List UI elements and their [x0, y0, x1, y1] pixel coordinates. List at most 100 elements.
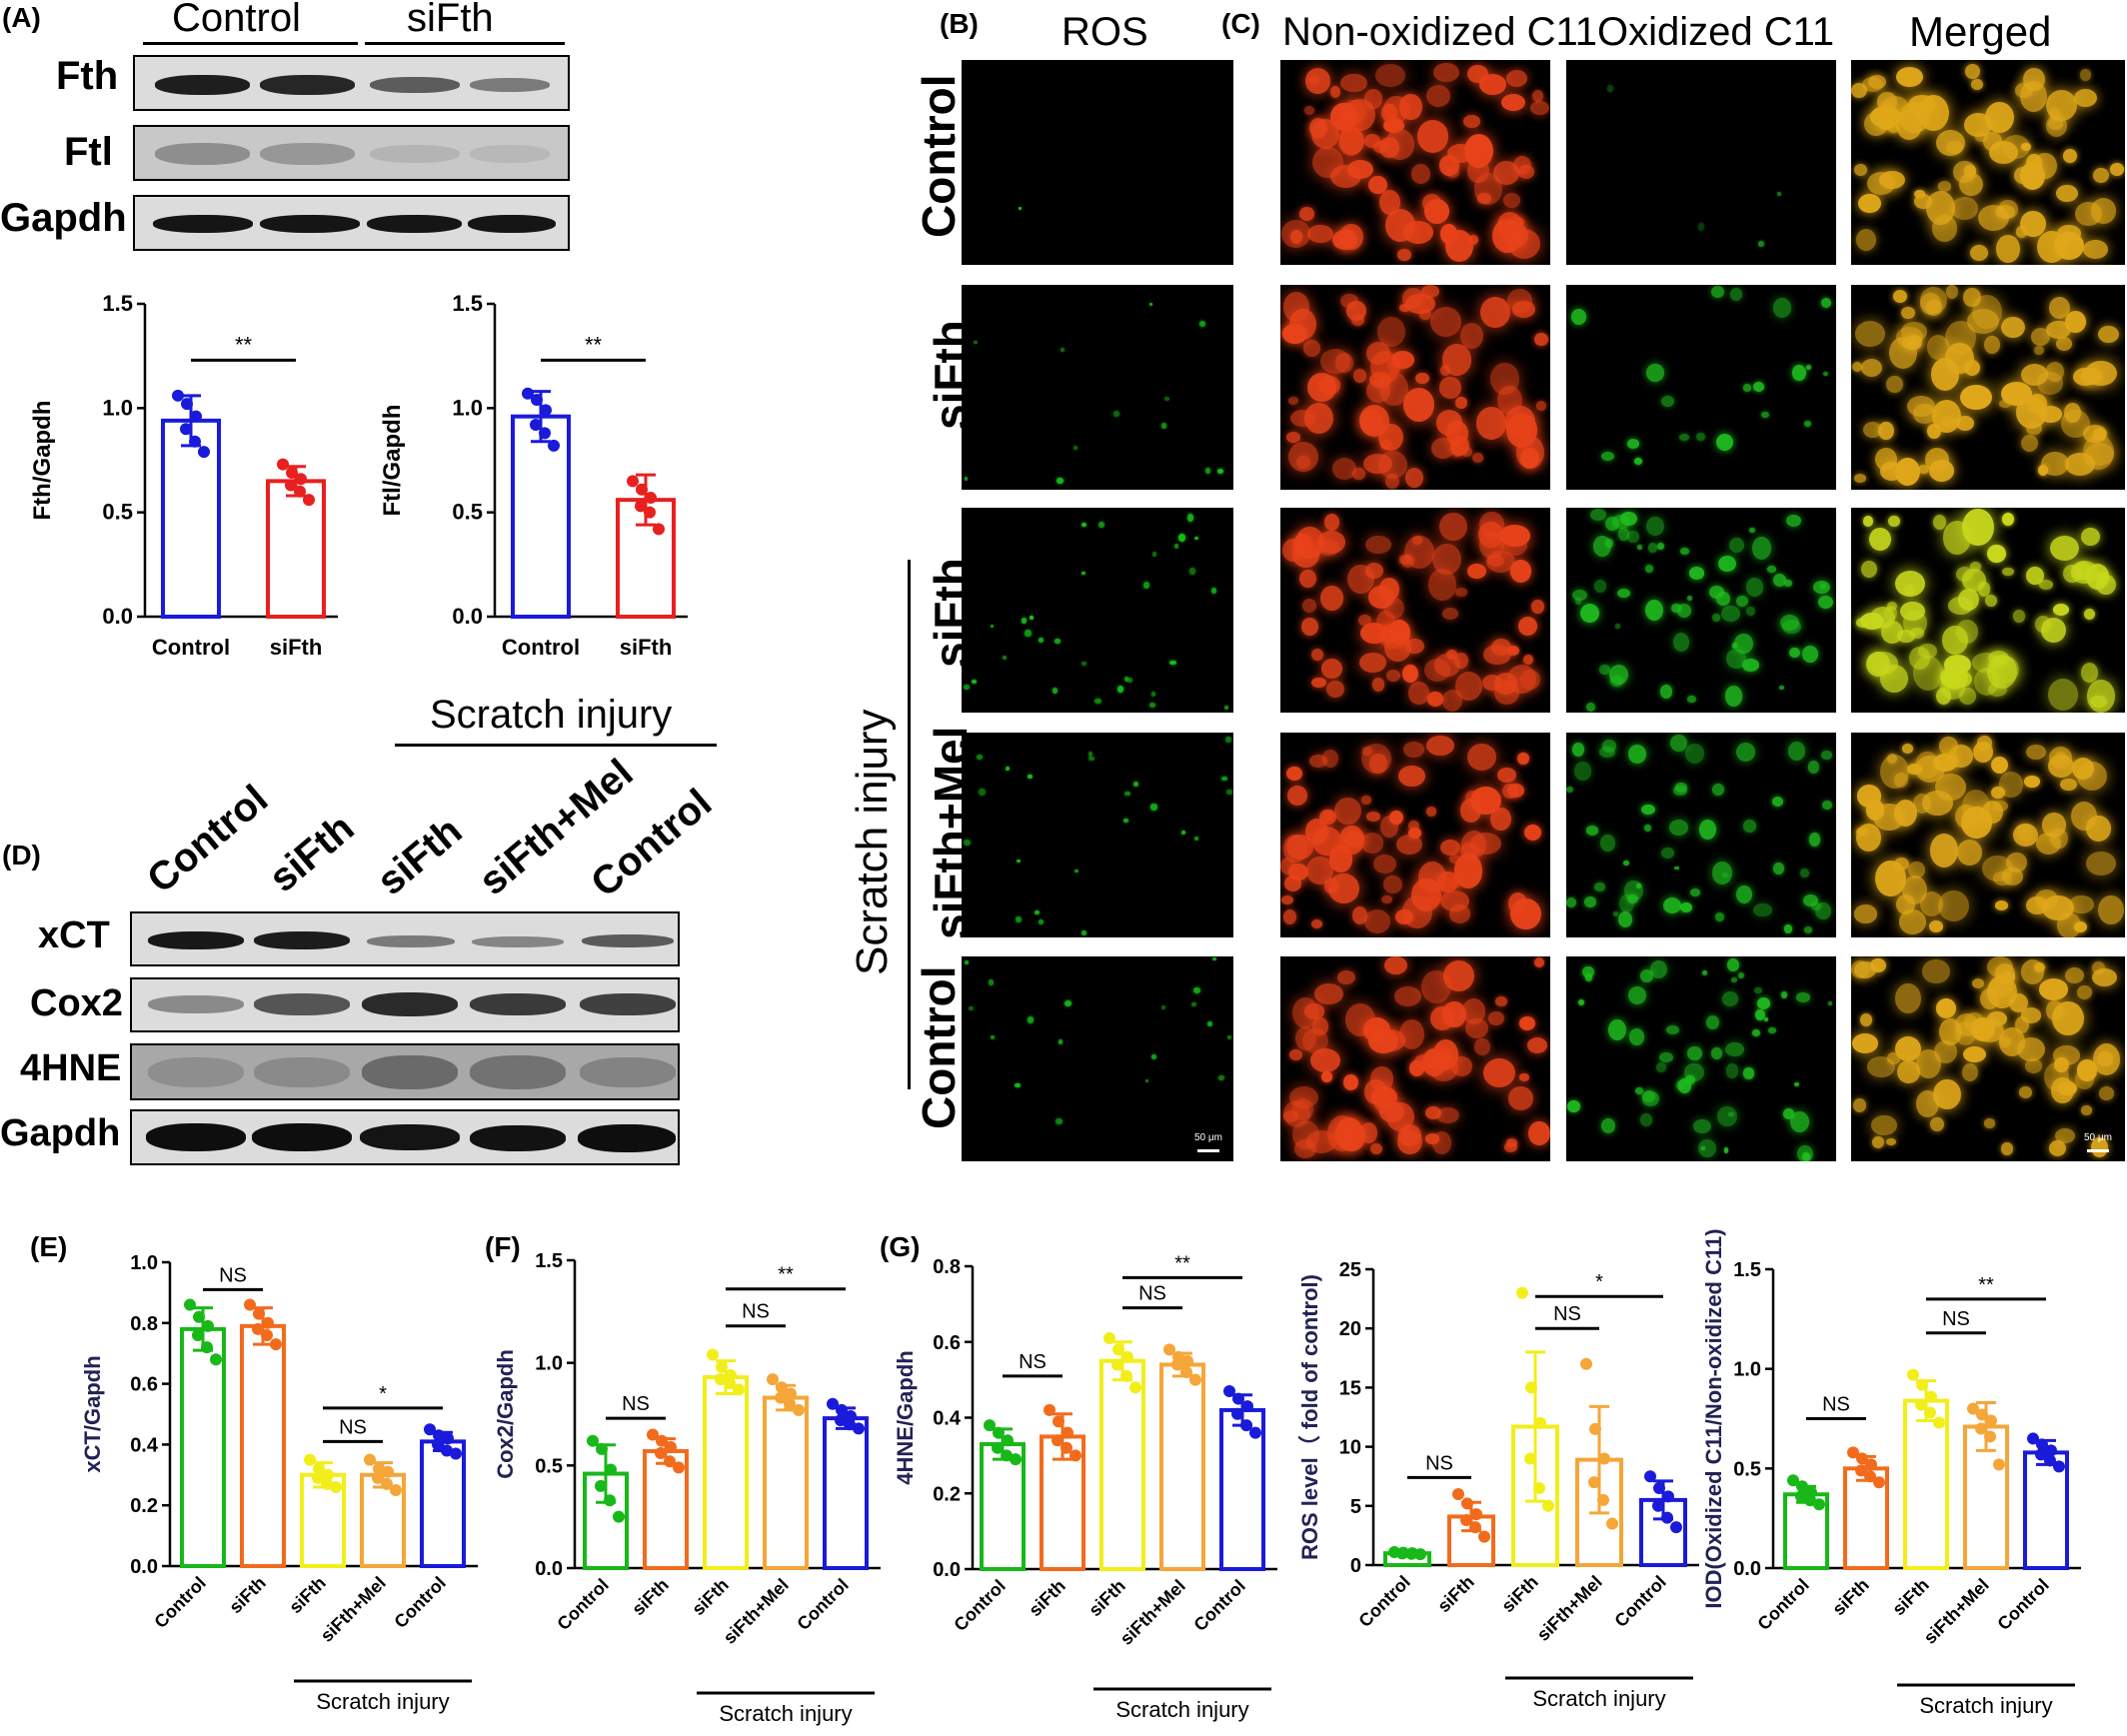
chart-ros-category-3: siFth+Mel [1533, 1572, 1606, 1645]
chart-e-point-0-2 [202, 1319, 214, 1332]
chart-ros-ytick-label: 5 [1350, 1496, 1361, 1518]
chart-g-point-4-0 [1223, 1384, 1235, 1397]
chart-a1-category-0: Control [152, 635, 230, 660]
chart-a1-point-0-1 [181, 398, 193, 411]
chart-ros-point-4-3 [1652, 1499, 1664, 1512]
image-merged-sifth [1851, 285, 2125, 490]
chart-g-category-1: siFth [1025, 1576, 1069, 1621]
chart-e-point-2-5 [330, 1480, 342, 1493]
chart-ros-point-4-1 [1653, 1482, 1665, 1495]
chart-a2-ytick-label: 1.5 [452, 291, 483, 316]
chart-e-point-4-2 [442, 1432, 454, 1445]
image-ros-sifth [962, 285, 1233, 490]
chart-ros-category-0: Control [1354, 1572, 1413, 1631]
chart-e-point-3-1 [373, 1462, 385, 1475]
chart-iod-point-1-1 [1856, 1452, 1868, 1465]
chart-iod-sig-label-0: NS [1822, 1394, 1850, 1416]
chart-g-point-0-5 [1010, 1453, 1022, 1466]
chart-ros-ytick-label: 15 [1339, 1377, 1361, 1399]
header-oxidized: Oxidized C11 [1597, 10, 1835, 54]
chart-ros-point-4-5 [1670, 1521, 1682, 1534]
chart-iod-ytick-label: 1.5 [1733, 1259, 1761, 1281]
chart-e-point-2-1 [313, 1462, 325, 1475]
chart-iod-point-4-2 [2045, 1444, 2057, 1457]
chart-iod-category-4: Control [1993, 1575, 2052, 1634]
chart-e-point-0-3 [192, 1328, 204, 1341]
chart-f-category-2: siFth [688, 1575, 733, 1620]
blot-d-4hne-strip [130, 1043, 680, 1100]
chart-a2-point-0-5 [548, 439, 560, 452]
chart-f-ytick-label: 1.5 [535, 1250, 563, 1272]
chart-e-ytick-label: 0.2 [130, 1495, 158, 1517]
chart-iod-point-2-1 [1916, 1378, 1928, 1391]
chart-e-point-4-1 [433, 1429, 445, 1442]
chart-g-sig-label-1: NS [1138, 1283, 1166, 1305]
blot-a-group-control: Control [172, 0, 301, 40]
chart-iod-point-4-1 [2036, 1438, 2048, 1451]
chart-ros-point-1-3 [1460, 1514, 1472, 1527]
chart-e-point-3-2 [382, 1465, 394, 1478]
image-merged-control-scratch [1851, 956, 2125, 1161]
chart-f-point-2-0 [707, 1348, 719, 1361]
chart-a2-point-1-1 [636, 483, 648, 496]
chart-e-point-4-3 [432, 1438, 444, 1451]
chart-f-point-1-3 [655, 1447, 667, 1460]
chart-iod-category-3: siFth+Mel [1920, 1575, 1993, 1648]
chart-ros-ytick-label: 10 [1339, 1437, 1361, 1459]
chart-e-ylabel: xCT/Gapdh [80, 1355, 105, 1472]
chart-iod-point-1-3 [1855, 1464, 1867, 1477]
chart-g-point-1-5 [1069, 1449, 1081, 1462]
chart-a2-category-0: Control [502, 635, 580, 660]
chart-ros-point-0-4 [1405, 1547, 1417, 1560]
chart-ros-point-3-5 [1606, 1517, 1618, 1530]
chart-f-point-1-0 [647, 1428, 659, 1441]
chart-f-point-0-4 [604, 1494, 616, 1507]
chart-a1-ytick-label: 0.5 [102, 500, 133, 525]
chart-f-bar-2 [703, 1375, 749, 1571]
chart-ros-point-4-0 [1644, 1470, 1656, 1483]
chart-g-point-2-4 [1120, 1369, 1132, 1382]
blot-d-group-label: Scratch injury [430, 693, 673, 737]
chart-e-sig-label-2: * [379, 1383, 387, 1405]
chart-a2-point-1-0 [627, 475, 639, 488]
chart-iod-point-1-4 [1864, 1470, 1876, 1483]
chart-f-ylabel: Cox2/Gapdh [493, 1349, 518, 1479]
chart-e-group-label: Scratch injury [316, 1689, 449, 1714]
chart-e-sig-label-1: NS [339, 1416, 367, 1438]
chart-iod-category-1: siFth [1828, 1575, 1873, 1620]
chart-e-ytick-label: 0.8 [130, 1313, 158, 1335]
image-red-sifth [1280, 285, 1550, 490]
chart-a1-ylabel: Fth/Gapdh [29, 401, 56, 521]
blot-d-group-line [395, 744, 717, 747]
chart-iod-bar-2 [1903, 1398, 1949, 1571]
chart-e-category-3: siFth+Mel [317, 1573, 390, 1646]
chart-g-category-0: Control [950, 1576, 1009, 1635]
chart-e-point-1-0 [244, 1298, 256, 1311]
chart-a1-point-1-0 [277, 458, 289, 471]
scale-bar-merged [2087, 1149, 2109, 1152]
chart-f-point-0-2 [605, 1463, 617, 1476]
chart-g-point-1-4 [1061, 1441, 1072, 1454]
chart-iod-bar-1 [1843, 1466, 1889, 1571]
chart-e-bar-0 [180, 1326, 226, 1568]
chart-f-category-0: Control [553, 1575, 612, 1634]
chart-f-bar-4 [823, 1416, 869, 1571]
chart-f-category-4: Control [793, 1575, 852, 1634]
image-merged-sifth-mel-scratch [1851, 733, 2125, 937]
chart-g-point-2-2 [1121, 1350, 1133, 1363]
blot-a-row-ftl: Ftl [64, 130, 113, 174]
blot-d-row-xct: xCT [38, 914, 110, 956]
chart-iod-ytick-label: 0.5 [1733, 1458, 1761, 1480]
chart-f-point-4-0 [827, 1397, 839, 1410]
image-green-sifth-mel-scratch [1566, 733, 1836, 937]
chart-g-point-1-0 [1044, 1403, 1056, 1416]
chart-iod-point-3-1 [1976, 1408, 1988, 1421]
chart-g-point-0-1 [993, 1426, 1005, 1439]
chart-iod-point-3-2 [1985, 1414, 1997, 1427]
chart-e-point-1-2 [262, 1316, 274, 1329]
chart-g-point-2-0 [1103, 1331, 1115, 1344]
blot-d-row-gapdh: Gapdh [0, 1112, 121, 1154]
chart-iod-point-2-0 [1907, 1368, 1919, 1381]
image-ros-control-scratch [962, 956, 1233, 1161]
chart-f-point-4-4 [844, 1418, 856, 1431]
